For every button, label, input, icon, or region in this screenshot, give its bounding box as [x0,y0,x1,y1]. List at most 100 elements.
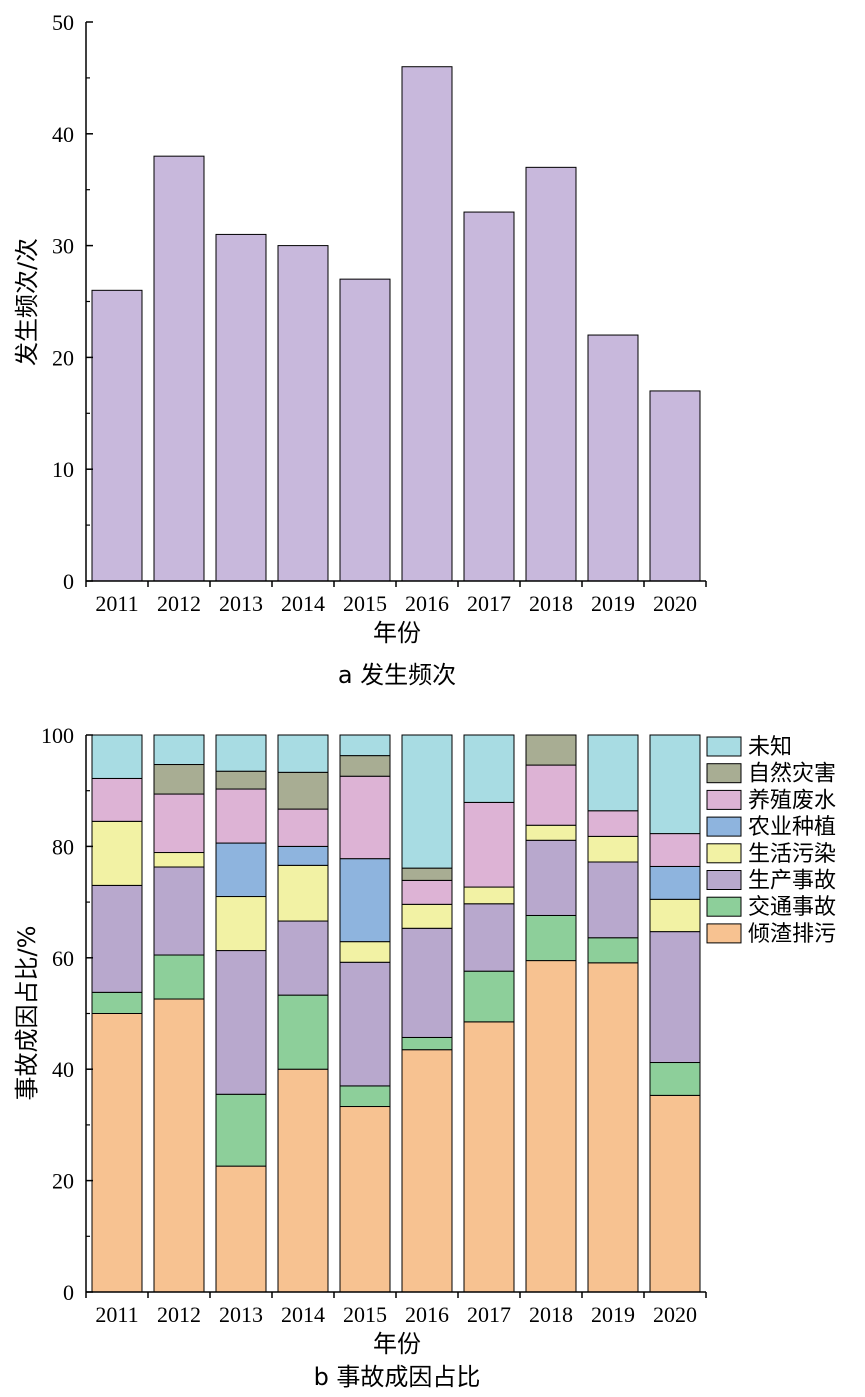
stack-segment-2013-养殖废水 [215,788,267,844]
legend-label-生产事故: 生产事故 [748,869,836,894]
stack-segment-2013-未知 [215,734,267,772]
stack-segment-2017-未知 [463,734,515,803]
stack-segment-2013-倾渣排污 [215,1165,267,1293]
stack-segment-2015-生产事故 [339,961,391,1087]
stack-segment-2014-倾渣排污 [277,1068,329,1293]
stack-segment-2019-交通事故 [587,937,639,964]
stack-segment-2014-养殖废水 [277,808,329,847]
frequency-bar-2020 [649,390,701,582]
stack-segment-2015-生活污染 [339,941,391,963]
stack-segment-2020-生活污染 [649,898,701,933]
stack-segment-2015-倾渣排污 [339,1106,391,1293]
cause-ratio-x-tick-label: 2015 [343,1302,387,1327]
stack-segment-2014-自然灾害 [277,771,329,810]
cause-ratio-x-axis-title: 年份 [373,1330,421,1358]
frequency-y-tick-label: 30 [52,234,74,259]
legend-swatch-农业种植 [706,816,742,837]
stack-segment-2011-倾渣排污 [91,1013,143,1293]
stack-segment-2012-养殖废水 [153,793,205,854]
stack-segment-2012-生活污染 [153,852,205,868]
frequency-x-tick-label: 2012 [157,591,201,616]
stack-segment-2017-生产事故 [463,903,515,972]
stack-segment-2016-交通事故 [401,1036,453,1051]
legend-label-交通事故: 交通事故 [748,895,836,920]
frequency-x-tick-label: 2014 [281,591,325,616]
legend-swatch-自然灾害 [706,763,742,784]
cause-ratio-x-tick-label: 2018 [529,1302,573,1327]
frequency-y-axis-title: 发生频次/次 [13,238,41,366]
stack-segment-2020-未知 [649,734,701,835]
cause-ratio-y-tick-label: 80 [52,834,74,859]
stack-segment-2015-交通事故 [339,1085,391,1108]
frequency-chart-caption: a 发生频次 [338,661,456,689]
stack-segment-2017-生活污染 [463,886,515,905]
stack-segment-2012-自然灾害 [153,764,205,795]
cause-ratio-y-tick-label: 20 [52,1169,74,1194]
frequency-bar-2012 [153,155,205,582]
cause-ratio-x-tick-label: 2011 [95,1302,138,1327]
stack-segment-2013-生活污染 [215,896,267,952]
stack-segment-2012-生产事故 [153,866,205,956]
stack-segment-2011-交通事故 [91,991,143,1014]
legend-swatch-生活污染 [706,843,742,864]
legend-label-农业种植: 农业种植 [748,815,836,840]
stack-segment-2020-农业种植 [649,865,701,900]
stack-segment-2018-养殖废水 [525,764,577,826]
stack-segment-2020-倾渣排污 [649,1094,701,1293]
stack-segment-2018-交通事故 [525,914,577,962]
cause-ratio-axes: 0 20 40 60 80 100 2011 2012 2013 2014 2015 2016 2017… [41,723,707,1327]
frequency-bar-2018 [525,166,577,582]
frequency-x-tick-label: 2018 [529,591,573,616]
cause-ratio-x-tick-label: 2017 [467,1302,511,1327]
cause-ratio-y-tick-label: 40 [52,1057,74,1082]
cause-ratio-y-tick-label: 100 [41,723,74,748]
frequency-y-tick-label: 50 [52,10,74,35]
cause-ratio-x-tick-label: 2012 [157,1302,201,1327]
frequency-bar-2015 [339,278,391,582]
stack-segment-2019-未知 [587,734,639,812]
stack-segment-2014-生活污染 [277,864,329,922]
frequency-chart: 0 10 20 30 40 50 2011 2012 2013 2014 2015 2016 2017 2… [13,10,707,689]
stack-segment-2020-交通事故 [649,1062,701,1096]
frequency-y-tick-label: 10 [52,457,74,482]
frequency-bar-2017 [463,211,515,582]
stack-segment-2016-自然灾害 [401,867,453,881]
frequency-x-tick-label: 2020 [653,591,697,616]
cause-ratio-chart-caption: b 事故成因占比 [314,1363,481,1391]
stack-segment-2019-养殖废水 [587,810,639,837]
cause-ratio-bars [91,734,701,1293]
stack-segment-2017-养殖废水 [463,801,515,888]
stack-segment-2013-农业种植 [215,842,267,898]
legend-label-养殖废水: 养殖废水 [748,788,836,813]
frequency-axes: 0 10 20 30 40 50 2011 2012 2013 2014 2015 2016 2017 2… [52,10,707,616]
frequency-x-axis-title: 年份 [373,619,421,647]
cause-ratio-chart: 0 20 40 60 80 100 2011 2012 2013 2014 2015 2016 2017… [13,723,836,1391]
stack-segment-2020-养殖废水 [649,833,701,867]
stack-segment-2011-未知 [91,734,143,779]
stack-segment-2017-倾渣排污 [463,1021,515,1293]
frequency-x-tick-label: 2013 [219,591,263,616]
stack-segment-2012-倾渣排污 [153,998,205,1293]
stack-segment-2014-未知 [277,734,329,773]
frequency-y-tick-label: 20 [52,345,74,370]
stack-segment-2012-交通事故 [153,954,205,1000]
stack-segment-2016-养殖废水 [401,879,453,905]
legend-label-未知: 未知 [748,735,792,760]
frequency-bar-2011 [91,289,143,582]
cause-ratio-x-tick-label: 2013 [219,1302,263,1327]
cause-ratio-y-tick-label: 60 [52,946,74,971]
stack-segment-2016-未知 [401,734,453,869]
stack-segment-2018-生产事故 [525,839,577,916]
frequency-x-tick-label: 2015 [343,591,387,616]
stack-segment-2017-交通事故 [463,970,515,1023]
frequency-x-tick-label: 2017 [467,591,511,616]
stack-segment-2015-未知 [339,734,391,757]
frequency-bar-2016 [401,66,453,582]
legend-swatch-未知 [706,736,742,757]
stack-segment-2015-养殖废水 [339,775,391,860]
stack-segment-2016-生产事故 [401,927,453,1038]
legend-label-倾渣排污: 倾渣排污 [748,922,836,947]
stack-segment-2016-倾渣排污 [401,1049,453,1293]
legend-swatch-生产事故 [706,870,742,890]
